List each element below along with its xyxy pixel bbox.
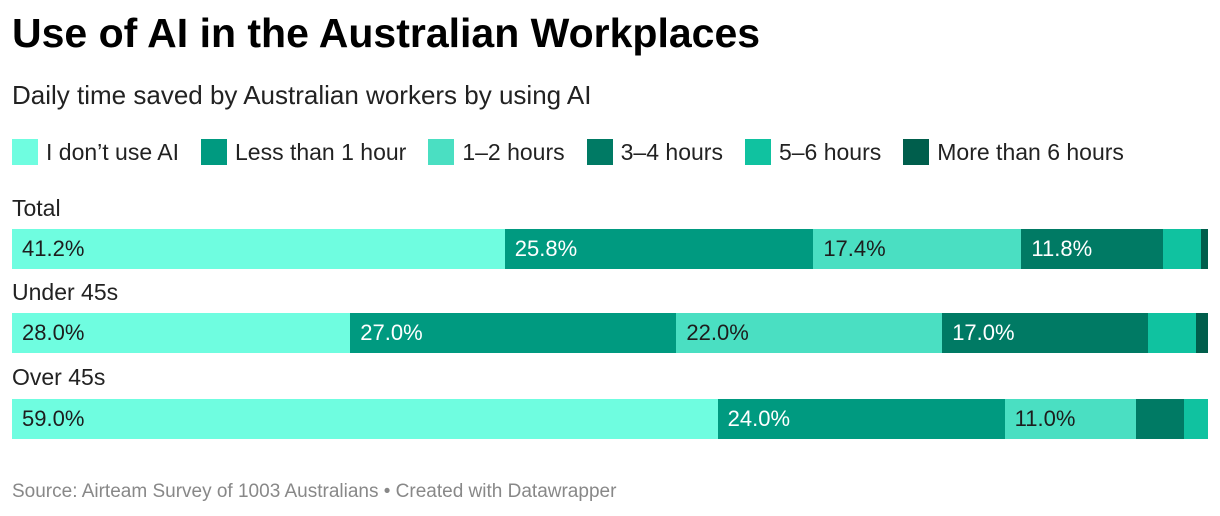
data-label: 17.0% [952,320,1015,345]
data-label: 11.0% [1014,406,1076,431]
legend-item: More than 6 hours [903,139,1124,166]
legend-swatch [428,139,455,165]
legend-label: 1–2 hours [462,138,565,165]
legend-item: 3–4 hours [586,138,723,166]
bar-segment[interactable] [1184,399,1208,439]
bar-segment[interactable] [1136,399,1185,439]
data-label: 25.8% [514,236,578,261]
data-label: 59.0% [22,406,85,431]
legend-swatch [200,139,227,165]
data-label: 41.2% [22,236,85,261]
chart-legend: I don’t use AI Less than 1 hour 1–2 hours 3… [12,136,1146,168]
bar-segment[interactable]: 25.8% [504,229,814,269]
bar-segment[interactable] [1162,229,1201,269]
legend-label: More than 6 hours [937,138,1124,165]
stacked-bar: 41.2% 25.8% 17.4% 11.8% [12,229,1208,269]
data-label: 27.0% [360,320,423,345]
chart-source[interactable]: Source: Airteam Survey of 1003 Australia… [12,481,617,502]
data-label: 22.0% [686,320,749,345]
bar-segment[interactable]: 41.2% [12,229,505,269]
legend-label: I don’t use AI [46,138,179,165]
bar-segment[interactable] [1147,313,1196,353]
legend-swatch [744,139,771,165]
bar-segment[interactable]: 11.0% [1004,399,1137,439]
legend-swatch [586,139,613,165]
legend-label: 3–4 hours [620,138,723,165]
data-label: 24.0% [727,406,791,431]
legend-item: 1–2 hours [428,138,565,166]
legend-swatch [12,139,38,165]
legend-item: 5–6 hours [744,138,882,166]
bar-segment[interactable]: 27.0% [350,313,677,353]
bar-segment[interactable]: 22.0% [676,313,943,353]
bar-segment[interactable]: 59.0% [12,399,718,439]
legend-swatch [903,139,930,165]
row-label: Over 45s [12,364,106,390]
legend-label: 5–6 hours [778,138,882,165]
stacked-bar: 59.0% 24.0% 11.0% [12,399,1208,439]
chart-title: Use of AI in the Australian Workplaces [12,10,761,56]
bar-segment[interactable] [1195,313,1208,353]
row-label: Under 45s [12,279,119,305]
legend-item: Less than 1 hour [200,138,407,166]
legend-label: Less than 1 hour [234,138,407,165]
row-label: Total [12,195,61,221]
bar-segment[interactable] [1200,229,1208,269]
bar-segment[interactable]: 28.0% [12,313,351,353]
data-label: 28.0% [22,320,85,345]
chart-subtitle: Daily time saved by Australian workers b… [12,80,592,110]
legend-item: I don’t use AI [12,139,179,166]
bar-segment[interactable]: 24.0% [717,399,1005,439]
stacked-bar: 28.0% 27.0% 22.0% 17.0% [12,313,1208,353]
data-label: 11.8% [1031,236,1093,261]
bar-segment[interactable]: 11.8% [1021,229,1163,269]
bar-segment[interactable]: 17.4% [813,229,1022,269]
bar-segment[interactable]: 17.0% [942,313,1148,353]
data-label: 17.4% [823,236,886,261]
